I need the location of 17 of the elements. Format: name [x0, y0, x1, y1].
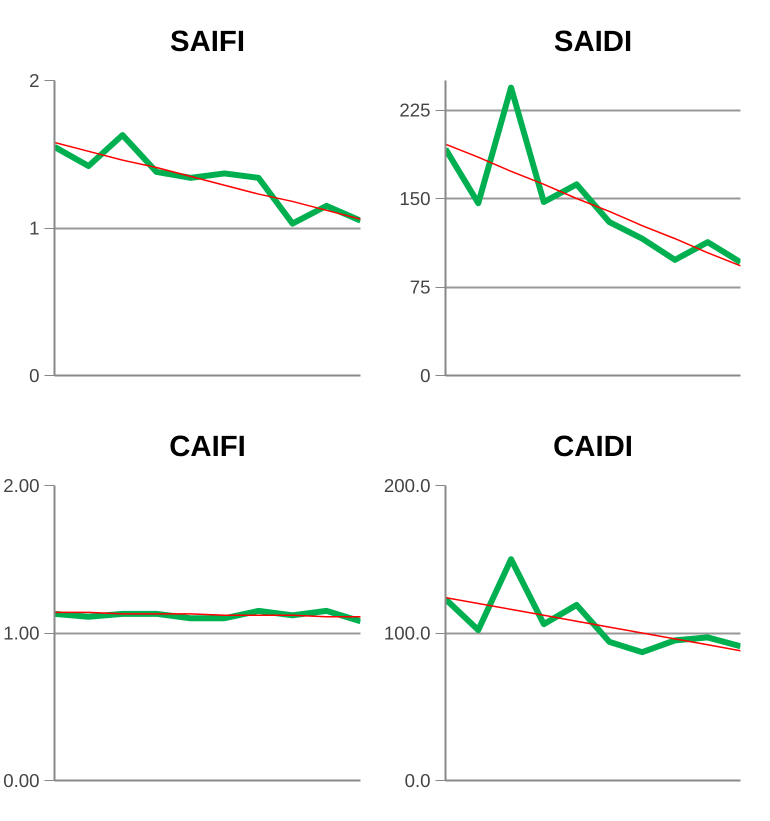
y-tick-label: 0.00: [3, 770, 40, 791]
chart-title: SAIDI: [554, 25, 632, 58]
chart-title: SAIFI: [170, 25, 245, 58]
y-tick-label: 0: [420, 365, 431, 386]
y-tick-label: 150: [399, 188, 431, 209]
y-tick-label: 0.0: [404, 770, 431, 791]
y-tick-label: 1: [29, 218, 40, 238]
y-tick-label: 1.00: [3, 622, 40, 644]
y-tick-label: 225: [399, 100, 431, 120]
y-tick-label: 75: [410, 276, 431, 298]
y-tick-label: 100.0: [384, 622, 430, 644]
y-tick-label: 0: [29, 365, 40, 386]
y-tick-label: 200.0: [384, 475, 430, 496]
y-tick-label: 2: [29, 70, 40, 91]
chart-title: CAIFI: [169, 430, 246, 463]
y-tick-label: 2.00: [3, 475, 40, 496]
chart-title: CAIDI: [553, 430, 633, 463]
